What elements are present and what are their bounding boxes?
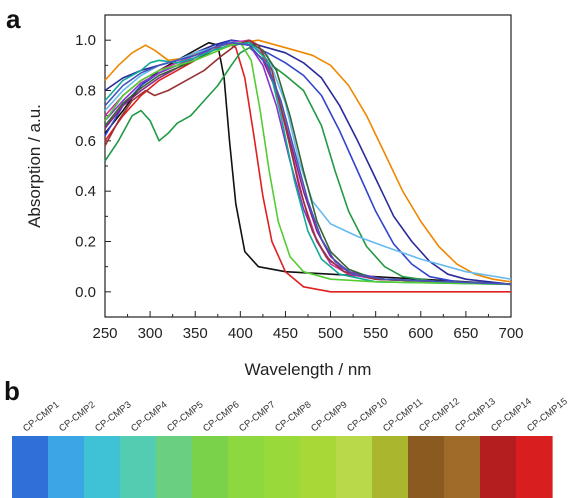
sample-swatch	[228, 436, 265, 498]
sample-swatch	[444, 436, 481, 498]
series-line-14	[104, 41, 512, 286]
y-ticks: 0.0 0.2 0.4 0.6 0.8 1.0	[75, 32, 111, 301]
sample-swatch	[300, 436, 337, 498]
x-tick-label: 550	[363, 325, 388, 342]
sample-swatch	[48, 436, 85, 498]
series-line-11	[104, 41, 512, 286]
x-tick-label: 400	[228, 325, 253, 342]
x-tick-label: 600	[408, 325, 433, 342]
sample-strip: CP-CMP1CP-CMP2CP-CMP3CP-CMP4CP-CMP5CP-CM…	[12, 396, 570, 498]
sample-label: CP-CMP6	[201, 399, 241, 434]
sample-label: CP-CMP2	[57, 399, 97, 434]
series-line-5	[104, 46, 512, 286]
y-tick-label: 1.0	[75, 32, 96, 49]
sample-label: CP-CMP9	[309, 399, 349, 434]
plot-frame	[104, 14, 512, 318]
sample-swatch	[372, 436, 409, 498]
sample-swatch	[264, 436, 301, 498]
sample-label: CP-CMP3	[93, 399, 133, 434]
y-axis-label: Absorption / a.u.	[25, 104, 44, 228]
sample-swatch	[192, 436, 229, 498]
y-tick-label: 0.0	[75, 284, 96, 301]
sample-swatch	[156, 436, 193, 498]
y-tick-label: 0.4	[75, 183, 96, 200]
sample-label: CP-CMP4	[129, 399, 169, 434]
x-axis-label: Wavelength / nm	[245, 360, 372, 379]
sample-swatch	[408, 436, 445, 498]
x-tick-label: 500	[318, 325, 343, 342]
x-tick-label: 300	[138, 325, 163, 342]
y-tick-label: 0.2	[75, 234, 96, 251]
sample-label: CP-CMP1	[21, 399, 61, 434]
sample-label: CP-CMP8	[273, 399, 313, 434]
series-line-12	[104, 39, 512, 286]
x-tick-label: 700	[498, 325, 523, 342]
y-tick-label: 0.8	[75, 83, 96, 100]
x-ticks: 250 300 350 400 450 500 550 600 650 700	[92, 311, 524, 342]
sample-swatch	[516, 436, 553, 498]
series-line-3	[104, 39, 512, 283]
series-line-9	[104, 41, 512, 280]
sample-swatch	[336, 436, 373, 498]
series-line-13	[104, 41, 512, 286]
series-line-2	[104, 41, 511, 293]
series-line-15	[104, 41, 512, 286]
absorption-chart: 250 300 350 400 450 500 550 600 650 700 0.0 0.2 0.4…	[25, 14, 524, 379]
panel-a-letter: a	[6, 4, 21, 34]
sample-swatch	[480, 436, 517, 498]
sample-swatch	[12, 436, 49, 498]
sample-label: CP-CMP7	[237, 399, 277, 434]
x-tick-label: 250	[92, 325, 117, 342]
y-tick-label: 0.6	[75, 133, 96, 150]
x-tick-label: 350	[183, 325, 208, 342]
x-tick-label: 450	[273, 325, 298, 342]
series-line-7	[104, 41, 512, 286]
sample-label: CP-CMP5	[165, 399, 205, 434]
series-line-1	[104, 41, 512, 286]
series-line-10	[104, 41, 512, 286]
sample-label: CP-CMP15	[525, 396, 570, 434]
panel-b-letter: b	[4, 376, 20, 406]
series-layer	[104, 39, 512, 293]
sample-swatch	[120, 436, 157, 498]
sample-swatch	[84, 436, 121, 498]
x-tick-label: 650	[453, 325, 478, 342]
